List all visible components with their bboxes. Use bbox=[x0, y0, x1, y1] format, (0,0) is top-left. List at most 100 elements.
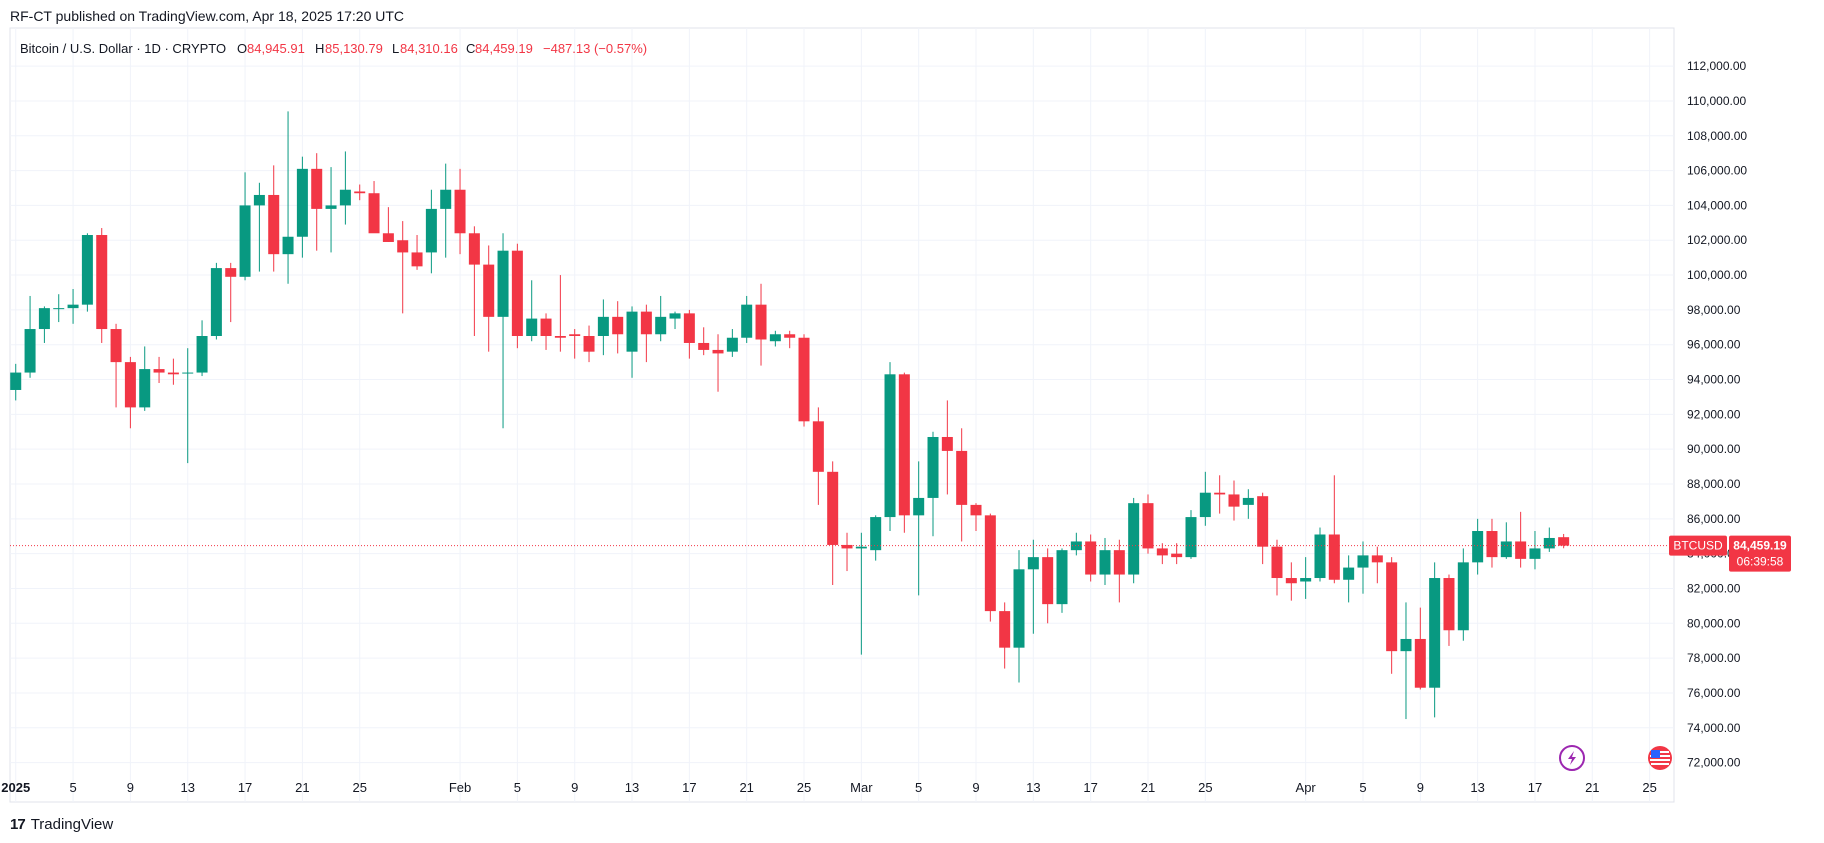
candle-body[interactable] bbox=[741, 304, 753, 338]
candle-body[interactable] bbox=[440, 189, 452, 209]
candle-body[interactable] bbox=[956, 450, 968, 505]
candle-body[interactable] bbox=[1257, 496, 1269, 547]
candle-body[interactable] bbox=[769, 334, 781, 342]
candle-body[interactable] bbox=[1414, 638, 1426, 688]
candle-body[interactable] bbox=[368, 193, 380, 234]
candle-body[interactable] bbox=[1429, 578, 1441, 688]
candle-body[interactable] bbox=[225, 268, 237, 277]
candle-body[interactable] bbox=[1142, 503, 1154, 549]
candle-body[interactable] bbox=[712, 349, 724, 354]
candle-body[interactable] bbox=[139, 369, 151, 408]
candle-body[interactable] bbox=[583, 336, 595, 352]
time-axis[interactable]: 2025 5 9 13 17 21 25 Feb 5 9 13 17 21 25 Mar 5 9 13 17 21 25… bbox=[1, 780, 1657, 795]
flash-event-icon[interactable] bbox=[1559, 745, 1585, 771]
candle-body[interactable] bbox=[1228, 494, 1240, 507]
candle-body[interactable] bbox=[1543, 537, 1555, 549]
candle-body[interactable] bbox=[1457, 562, 1469, 631]
candle-body[interactable] bbox=[397, 240, 409, 253]
candle-body[interactable] bbox=[1486, 531, 1498, 558]
candle-body[interactable] bbox=[1085, 541, 1097, 575]
candle-body[interactable] bbox=[1443, 578, 1455, 631]
candle-body[interactable] bbox=[153, 369, 165, 373]
candle-body[interactable] bbox=[855, 546, 867, 549]
candle-body[interactable] bbox=[497, 250, 509, 317]
candle-body[interactable] bbox=[669, 313, 681, 319]
candle-body[interactable] bbox=[984, 515, 996, 612]
candle-body[interactable] bbox=[1285, 578, 1297, 584]
candle-body[interactable] bbox=[411, 252, 423, 267]
candle-body[interactable] bbox=[1042, 557, 1054, 605]
candle-body[interactable] bbox=[10, 372, 22, 390]
candle-body[interactable] bbox=[1128, 503, 1140, 575]
candle-body[interactable] bbox=[597, 316, 609, 336]
candle-body[interactable] bbox=[1357, 555, 1369, 568]
candle-body[interactable] bbox=[1271, 546, 1283, 579]
candle-body[interactable] bbox=[1558, 537, 1570, 546]
candle-body[interactable] bbox=[640, 311, 652, 335]
candle-body[interactable] bbox=[784, 334, 796, 338]
candle-body[interactable] bbox=[468, 233, 480, 265]
candle-body[interactable] bbox=[612, 316, 624, 335]
candle-body[interactable] bbox=[870, 517, 882, 551]
candle-body[interactable] bbox=[1242, 497, 1254, 505]
candle-body[interactable] bbox=[282, 236, 294, 255]
candle-body[interactable] bbox=[311, 168, 323, 209]
candle-body[interactable] bbox=[110, 329, 122, 363]
candle-body[interactable] bbox=[210, 268, 222, 336]
candle-body[interactable] bbox=[454, 189, 466, 234]
candle-body[interactable] bbox=[1156, 548, 1168, 556]
candle-body[interactable] bbox=[1199, 492, 1211, 518]
candle-body[interactable] bbox=[554, 336, 566, 338]
candle-body[interactable] bbox=[683, 313, 695, 343]
candle-body[interactable] bbox=[1070, 541, 1082, 551]
candle-body[interactable] bbox=[1314, 534, 1326, 579]
price-axis[interactable]: 72,000.00 74,000.00 76,000.00 78,000.00 80,0… bbox=[1687, 59, 1747, 769]
candle-body[interactable] bbox=[1515, 541, 1527, 559]
candle-body[interactable] bbox=[1400, 638, 1412, 652]
candle-body[interactable] bbox=[167, 372, 179, 375]
candle-body[interactable] bbox=[483, 264, 495, 317]
candle-body[interactable] bbox=[898, 374, 910, 516]
candle-body[interactable] bbox=[182, 372, 194, 374]
candle-body[interactable] bbox=[755, 304, 767, 340]
candle-body[interactable] bbox=[354, 191, 366, 194]
candle-body[interactable] bbox=[1027, 557, 1039, 570]
candle-body[interactable] bbox=[1328, 534, 1340, 580]
candle-body[interactable] bbox=[927, 436, 939, 498]
candle-body[interactable] bbox=[1529, 548, 1541, 559]
candle-body[interactable] bbox=[970, 504, 982, 516]
candle-body[interactable] bbox=[1343, 567, 1355, 580]
candle-body[interactable] bbox=[53, 308, 65, 310]
candle-body[interactable] bbox=[999, 611, 1011, 648]
candle-body[interactable] bbox=[1500, 541, 1512, 558]
candle-body[interactable] bbox=[1185, 517, 1197, 558]
candle-body[interactable] bbox=[1099, 550, 1111, 575]
candle-body[interactable] bbox=[38, 308, 50, 330]
candle-body[interactable] bbox=[626, 311, 638, 352]
candle-body[interactable] bbox=[941, 436, 953, 451]
candle-body[interactable] bbox=[253, 194, 265, 206]
candle-body[interactable] bbox=[425, 208, 437, 253]
candle-body[interactable] bbox=[569, 334, 581, 336]
candle-body[interactable] bbox=[96, 235, 108, 330]
candle-body[interactable] bbox=[726, 337, 738, 352]
candle-body[interactable] bbox=[325, 205, 337, 209]
candle-body[interactable] bbox=[124, 362, 136, 408]
candle-body[interactable] bbox=[1371, 555, 1383, 563]
candle-body[interactable] bbox=[1214, 492, 1226, 495]
candle-body[interactable] bbox=[24, 329, 36, 373]
candle-body[interactable] bbox=[1171, 553, 1183, 558]
candle-body[interactable] bbox=[382, 233, 394, 242]
candle-body[interactable] bbox=[1113, 550, 1125, 575]
candle-body[interactable] bbox=[827, 471, 839, 545]
candle-body[interactable] bbox=[1013, 569, 1025, 648]
candle-body[interactable] bbox=[913, 497, 925, 516]
candle-body[interactable] bbox=[67, 304, 79, 309]
candle-body[interactable] bbox=[296, 168, 308, 237]
candle-body[interactable] bbox=[698, 342, 710, 350]
candle-body[interactable] bbox=[511, 250, 523, 336]
candle-body[interactable] bbox=[884, 374, 896, 518]
candle-body[interactable] bbox=[1472, 531, 1484, 563]
candle-body[interactable] bbox=[1300, 578, 1312, 582]
